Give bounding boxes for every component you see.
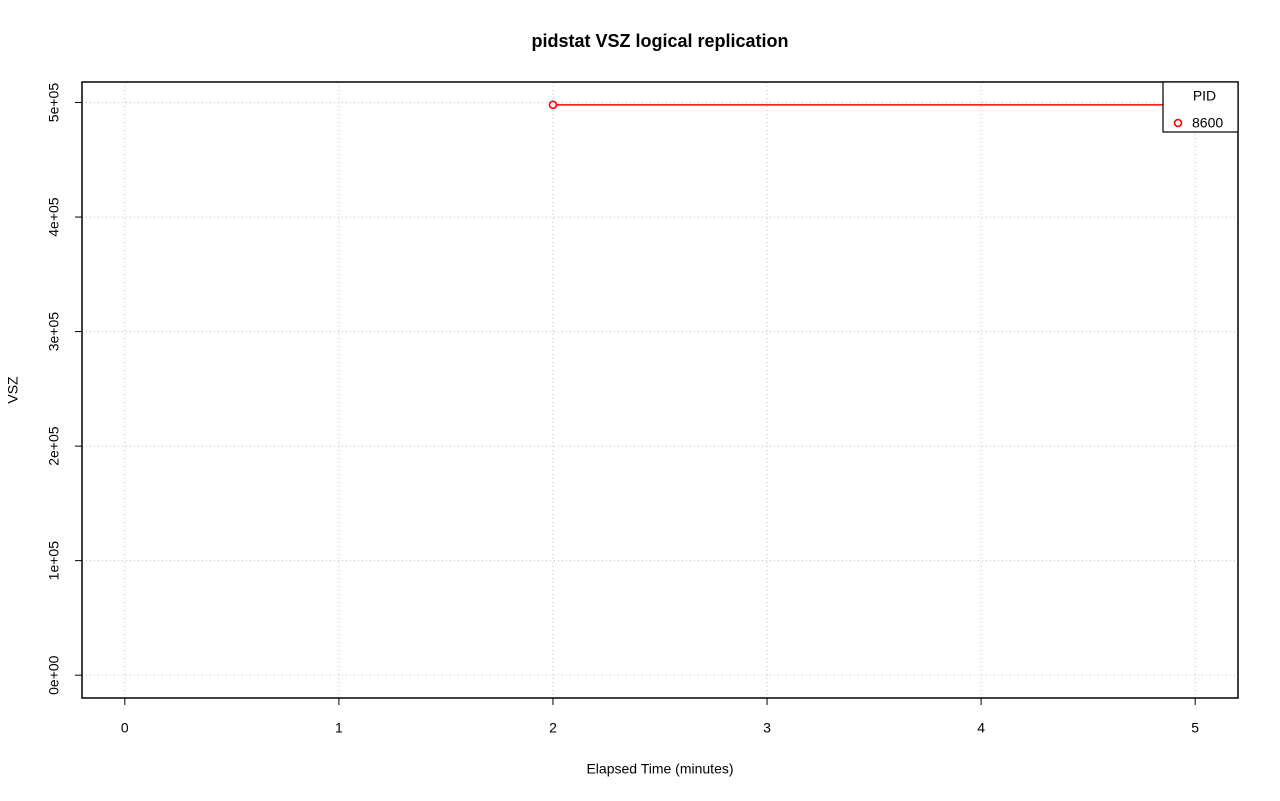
- y-tick-label: 2e+05: [46, 426, 62, 466]
- y-tick-label: 0e+00: [46, 655, 62, 695]
- y-axis-label: VSZ: [5, 376, 21, 404]
- data-point: [548, 100, 558, 110]
- x-tick-label: 0: [121, 720, 129, 736]
- x-tick-label: 1: [335, 720, 343, 736]
- y-tick-label: 4e+05: [46, 197, 62, 237]
- y-tick-label: 1e+05: [46, 541, 62, 581]
- plot-frame: [81, 81, 1239, 699]
- chart-title: pidstat VSZ logical replication: [531, 31, 788, 51]
- x-tick-label: 3: [763, 720, 771, 736]
- y-tick-label: 5e+05: [46, 83, 62, 123]
- legend-label: 8600: [1192, 115, 1223, 131]
- legend-marker: [1173, 118, 1183, 128]
- x-tick-label: 5: [1191, 720, 1199, 736]
- x-tick-label: 4: [977, 720, 985, 736]
- y-tick-label: 3e+05: [46, 312, 62, 352]
- x-tick-label: 2: [549, 720, 557, 736]
- legend-title: PID: [1193, 88, 1216, 104]
- x-axis-label: Elapsed Time (minutes): [586, 761, 733, 777]
